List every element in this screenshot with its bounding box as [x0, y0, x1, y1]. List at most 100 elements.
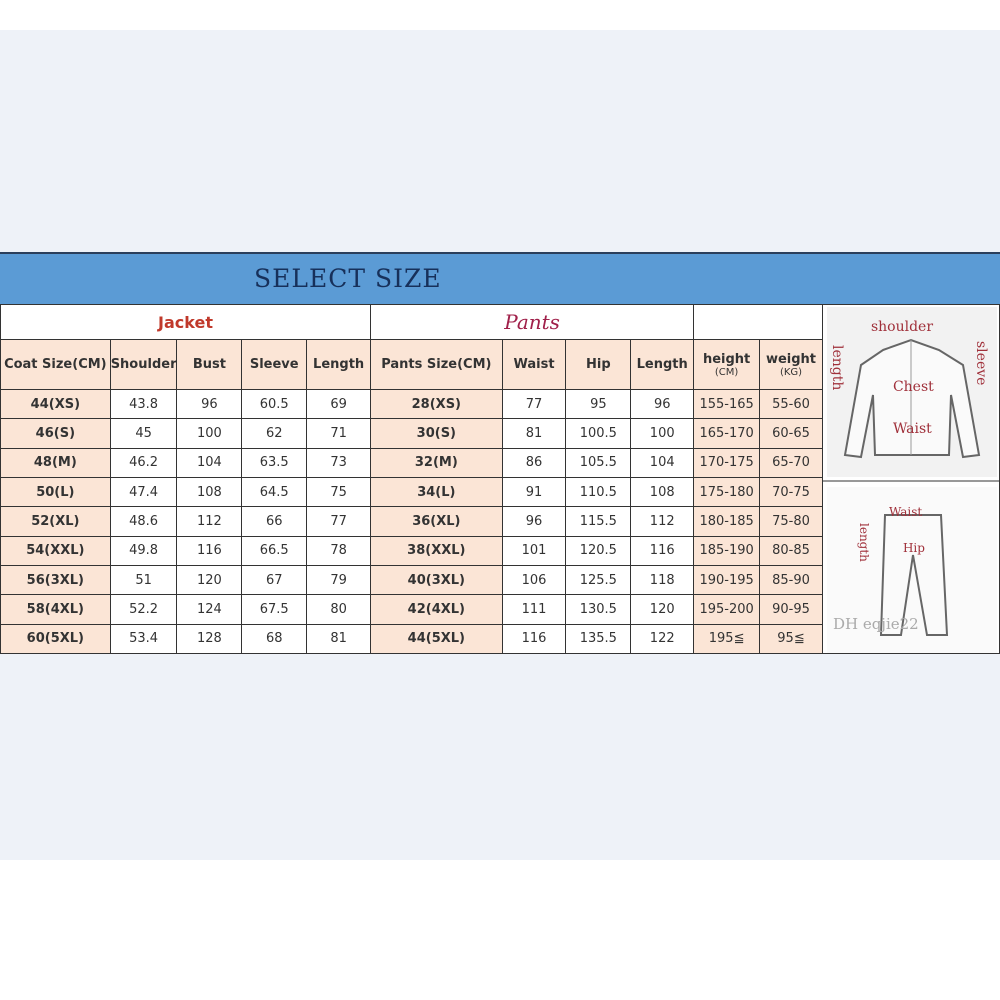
cell-sleeve: 64.5 — [241, 476, 308, 508]
cell-pants-size: 40(3XL) — [370, 564, 503, 596]
cell-pants-size: 38(XXL) — [370, 535, 503, 566]
col-height: height (CM) — [693, 339, 761, 390]
cell-coat-size: 56(3XL) — [0, 564, 111, 596]
cell-pants-size: 34(L) — [370, 476, 503, 508]
cell-coat-size: 54(XXL) — [0, 535, 111, 566]
cell-hip: 135.5 — [565, 623, 632, 655]
height-header: height — [702, 351, 751, 367]
cell-coat-size: 58(4XL) — [0, 594, 111, 625]
cell-shoulder: 46.2 — [109, 447, 178, 478]
table-row: 50(L) 47.4 108 64.5 75 34(L) 91 110.5 108 175-180… — [0, 476, 1000, 508]
cell-length: 78 — [306, 535, 372, 566]
cell-coat-size: 46(S) — [0, 418, 111, 449]
cell-weight: 60-65 — [759, 418, 823, 449]
cell-weight: 65-70 — [759, 447, 823, 478]
blank-header — [693, 303, 823, 341]
cell-bust: 96 — [176, 388, 243, 420]
garment-diagram-icon — [822, 307, 999, 653]
col-sleeve: Sleeve — [241, 339, 308, 390]
size-chart-table: Jacket Pants shoulder length sleeve — [0, 303, 1000, 655]
cell-shoulder: 48.6 — [109, 506, 178, 537]
cell-hip: 100.5 — [565, 418, 632, 449]
cell-bust: 104 — [176, 447, 243, 478]
cell-shoulder: 43.8 — [109, 388, 178, 420]
cell-height: 195≦ — [693, 623, 761, 655]
table-row: 44(XS) 43.8 96 60.5 69 28(XS) 77 95 96 155-165 55-… — [0, 388, 1000, 420]
cell-length: 69 — [306, 388, 372, 420]
cell-length: 80 — [306, 594, 372, 625]
table-row: 48(M) 46.2 104 63.5 73 32(M) 86 105.5 104 170-175… — [0, 447, 1000, 478]
watermark: DH eqjie22 — [832, 615, 919, 633]
cell-coat-size: 50(L) — [0, 476, 111, 508]
jacket-group-header: Jacket — [0, 303, 372, 341]
col-length: Length — [306, 339, 372, 390]
cell-weight: 85-90 — [759, 564, 823, 596]
weight-unit: (KG) — [779, 366, 803, 378]
cell-shoulder: 45 — [109, 418, 178, 449]
height-unit: (CM) — [714, 366, 739, 378]
cell-sleeve: 66 — [241, 506, 308, 537]
waist-label: Waist — [892, 421, 932, 437]
col-weight: weight (KG) — [759, 339, 823, 390]
cell-hip: 120.5 — [565, 535, 632, 566]
cell-waist: 101 — [501, 535, 567, 566]
table-row: 52(XL) 48.6 112 66 77 36(XL) 96 115.5 112 180-185… — [0, 506, 1000, 537]
cell-height: 190-195 — [693, 564, 761, 596]
shoulder-label: shoulder — [870, 319, 934, 335]
cell-pants-length: 100 — [630, 418, 695, 449]
table-row: 54(XXL) 49.8 116 66.5 78 38(XXL) 101 120.5 116 18… — [0, 535, 1000, 566]
cell-weight: 95≦ — [759, 623, 823, 655]
page-title: SELECT SIZE — [254, 264, 442, 293]
cell-hip: 115.5 — [565, 506, 632, 537]
col-pants-size: Pants Size(CM) — [370, 339, 503, 390]
cell-shoulder: 53.4 — [109, 623, 178, 655]
cell-waist: 86 — [501, 447, 567, 478]
cell-length: 77 — [306, 506, 372, 537]
measurement-diagram: shoulder length sleeve Chest Waist Waist… — [821, 304, 1000, 654]
table-row: 56(3XL) 51 120 67 79 40(3XL) 106 125.5 118 190-19… — [0, 564, 1000, 596]
cell-hip: 95 — [565, 388, 632, 420]
cell-hip: 105.5 — [565, 447, 632, 478]
cell-weight: 90-95 — [759, 594, 823, 625]
cell-weight: 70-75 — [759, 476, 823, 508]
length-label: length — [828, 345, 845, 391]
cell-sleeve: 67.5 — [241, 594, 308, 625]
cell-pants-size: 44(5XL) — [370, 623, 503, 655]
cell-bust: 124 — [176, 594, 243, 625]
hip-label: Hip — [902, 541, 925, 555]
cell-pants-size: 36(XL) — [370, 506, 503, 537]
cell-pants-size: 30(S) — [370, 418, 503, 449]
cell-waist: 91 — [501, 476, 567, 508]
chest-label: Chest — [892, 379, 934, 395]
table-row: 60(5XL) 53.4 128 68 81 44(5XL) 116 135.5 122 195≦… — [0, 623, 1000, 655]
pants-length-label: length — [856, 523, 871, 562]
cell-coat-size: 44(XS) — [0, 388, 111, 420]
cell-pants-length: 108 — [630, 476, 695, 508]
pants-group-header: Pants — [370, 303, 695, 341]
cell-coat-size: 52(XL) — [0, 506, 111, 537]
cell-length: 71 — [306, 418, 372, 449]
cell-height: 165-170 — [693, 418, 761, 449]
cell-length: 73 — [306, 447, 372, 478]
col-bust: Bust — [176, 339, 243, 390]
cell-sleeve: 63.5 — [241, 447, 308, 478]
cell-weight: 80-85 — [759, 535, 823, 566]
cell-height: 170-175 — [693, 447, 761, 478]
cell-pants-size: 32(M) — [370, 447, 503, 478]
cell-pants-length: 118 — [630, 564, 695, 596]
cell-waist: 116 — [501, 623, 567, 655]
cell-waist: 106 — [501, 564, 567, 596]
cell-bust: 108 — [176, 476, 243, 508]
cell-pants-length: 112 — [630, 506, 695, 537]
cell-coat-size: 60(5XL) — [0, 623, 111, 655]
cell-shoulder: 47.4 — [109, 476, 178, 508]
cell-length: 75 — [306, 476, 372, 508]
cell-hip: 125.5 — [565, 564, 632, 596]
cell-pants-length: 122 — [630, 623, 695, 655]
cell-weight: 55-60 — [759, 388, 823, 420]
cell-waist: 77 — [501, 388, 567, 420]
cell-height: 185-190 — [693, 535, 761, 566]
weight-header: weight — [765, 351, 817, 367]
col-hip: Hip — [565, 339, 632, 390]
pants-waist-label: Waist — [888, 505, 923, 519]
